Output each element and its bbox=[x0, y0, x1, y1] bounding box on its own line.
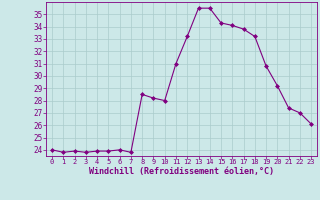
X-axis label: Windchill (Refroidissement éolien,°C): Windchill (Refroidissement éolien,°C) bbox=[89, 167, 274, 176]
